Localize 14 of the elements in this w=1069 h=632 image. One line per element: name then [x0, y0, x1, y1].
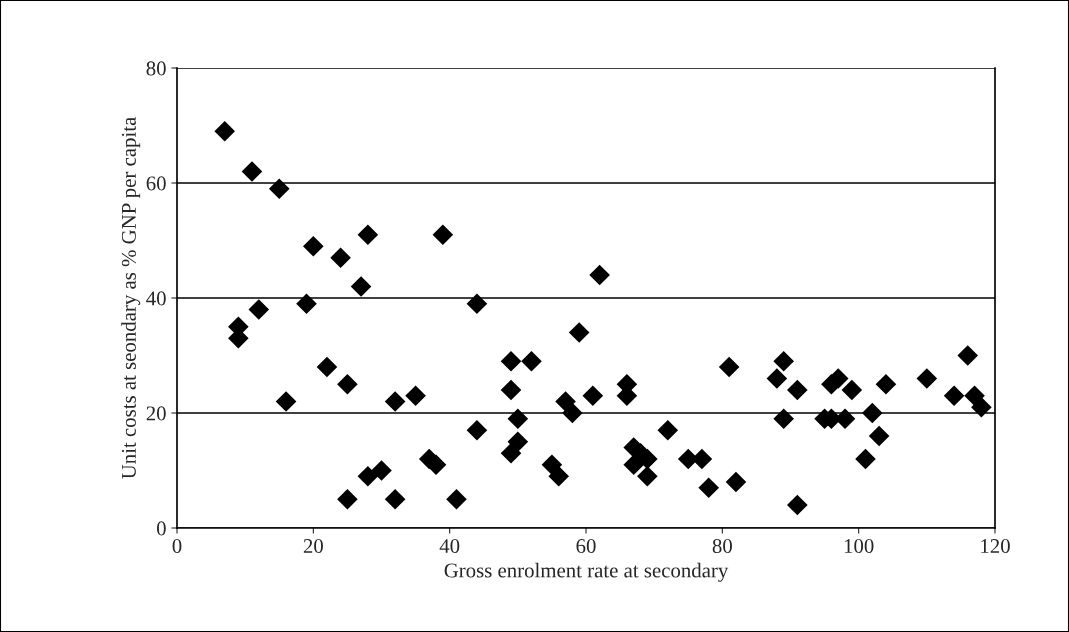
x-tick-label: 40 [439, 539, 460, 554]
x-tick-label: 60 [576, 539, 596, 554]
y-tick-label: 40 [146, 291, 166, 306]
x-tick-label: 120 [981, 539, 1010, 554]
y-tick-label: 80 [146, 61, 166, 76]
x-axis-title: Gross enrolment rate at secondary [444, 562, 729, 582]
y-axis-title: Unit costs at seondary as % GNP per capita [121, 117, 141, 479]
y-tick-label: 20 [146, 406, 166, 421]
y-tick-label: 0 [156, 521, 166, 536]
y-tick-label: 60 [146, 176, 166, 191]
x-tick-label: 0 [172, 539, 182, 554]
x-tick-label: 100 [844, 539, 874, 554]
x-tick-label: 20 [303, 539, 323, 554]
x-tick-label: 80 [712, 539, 732, 554]
